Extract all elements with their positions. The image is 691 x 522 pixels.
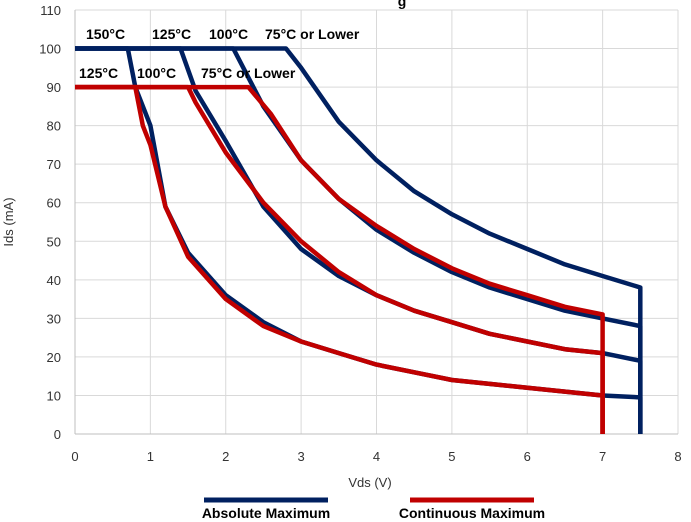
chart-grid xyxy=(74,9,679,435)
series-line-continuous-6 xyxy=(75,84,605,434)
x-tick-label: 3 xyxy=(298,449,305,464)
y-tick-label: 40 xyxy=(47,273,61,288)
x-tick-label: 8 xyxy=(674,449,681,464)
y-axis-ticks: 0 10 20 30 40 50 60 70 80 90 100 110 xyxy=(39,3,61,442)
chart-title-fragment: g xyxy=(398,0,407,9)
y-axis-label: Ids (mA) xyxy=(1,197,16,246)
x-tick-label: 1 xyxy=(147,449,154,464)
y-tick-label: 30 xyxy=(47,311,61,326)
annotation-cont-125: 125°C xyxy=(79,65,118,81)
curve-annotations: 150°C 125°C 100°C 75°C or Lower 125°C 10… xyxy=(79,26,360,81)
x-tick-label: 4 xyxy=(373,449,380,464)
x-tick-label: 2 xyxy=(222,449,229,464)
legend-label-absolute: Absolute Maximum xyxy=(202,505,330,521)
y-tick-label: 90 xyxy=(47,80,61,95)
chart-legend: Absolute Maximum Continuous Maximum xyxy=(202,497,545,521)
y-tick-label: 80 xyxy=(47,119,61,134)
y-tick-label: 10 xyxy=(47,388,61,403)
y-tick-label: 50 xyxy=(47,234,61,249)
series-line-continuous-5 xyxy=(75,84,605,434)
annotation-abs-100: 100°C xyxy=(209,26,248,42)
annotation-abs-150: 150°C xyxy=(86,26,125,42)
y-tick-label: 0 xyxy=(54,427,61,442)
x-axis-ticks: 0 1 2 3 4 5 6 7 8 xyxy=(71,449,681,464)
x-tick-label: 6 xyxy=(524,449,531,464)
x-tick-label: 0 xyxy=(71,449,78,464)
annotation-cont-100: 100°C xyxy=(137,65,176,81)
annotation-cont-75: 75°C or Lower xyxy=(201,65,296,81)
chart-axes xyxy=(74,10,678,435)
x-tick-label: 7 xyxy=(599,449,606,464)
chart-series xyxy=(75,46,643,434)
y-tick-label: 70 xyxy=(47,157,61,172)
x-tick-label: 5 xyxy=(448,449,455,464)
y-tick-label: 20 xyxy=(47,350,61,365)
y-tick-label: 110 xyxy=(40,3,61,18)
y-tick-label: 60 xyxy=(47,196,61,211)
legend-label-continuous: Continuous Maximum xyxy=(399,505,545,521)
series-line-absolute-0 xyxy=(75,46,643,434)
x-axis-label: Vds (V) xyxy=(348,475,391,490)
y-tick-label: 100 xyxy=(39,42,61,57)
annotation-abs-75: 75°C or Lower xyxy=(265,26,360,42)
series-line-continuous-4 xyxy=(75,84,605,434)
annotation-abs-125: 125°C xyxy=(152,26,191,42)
